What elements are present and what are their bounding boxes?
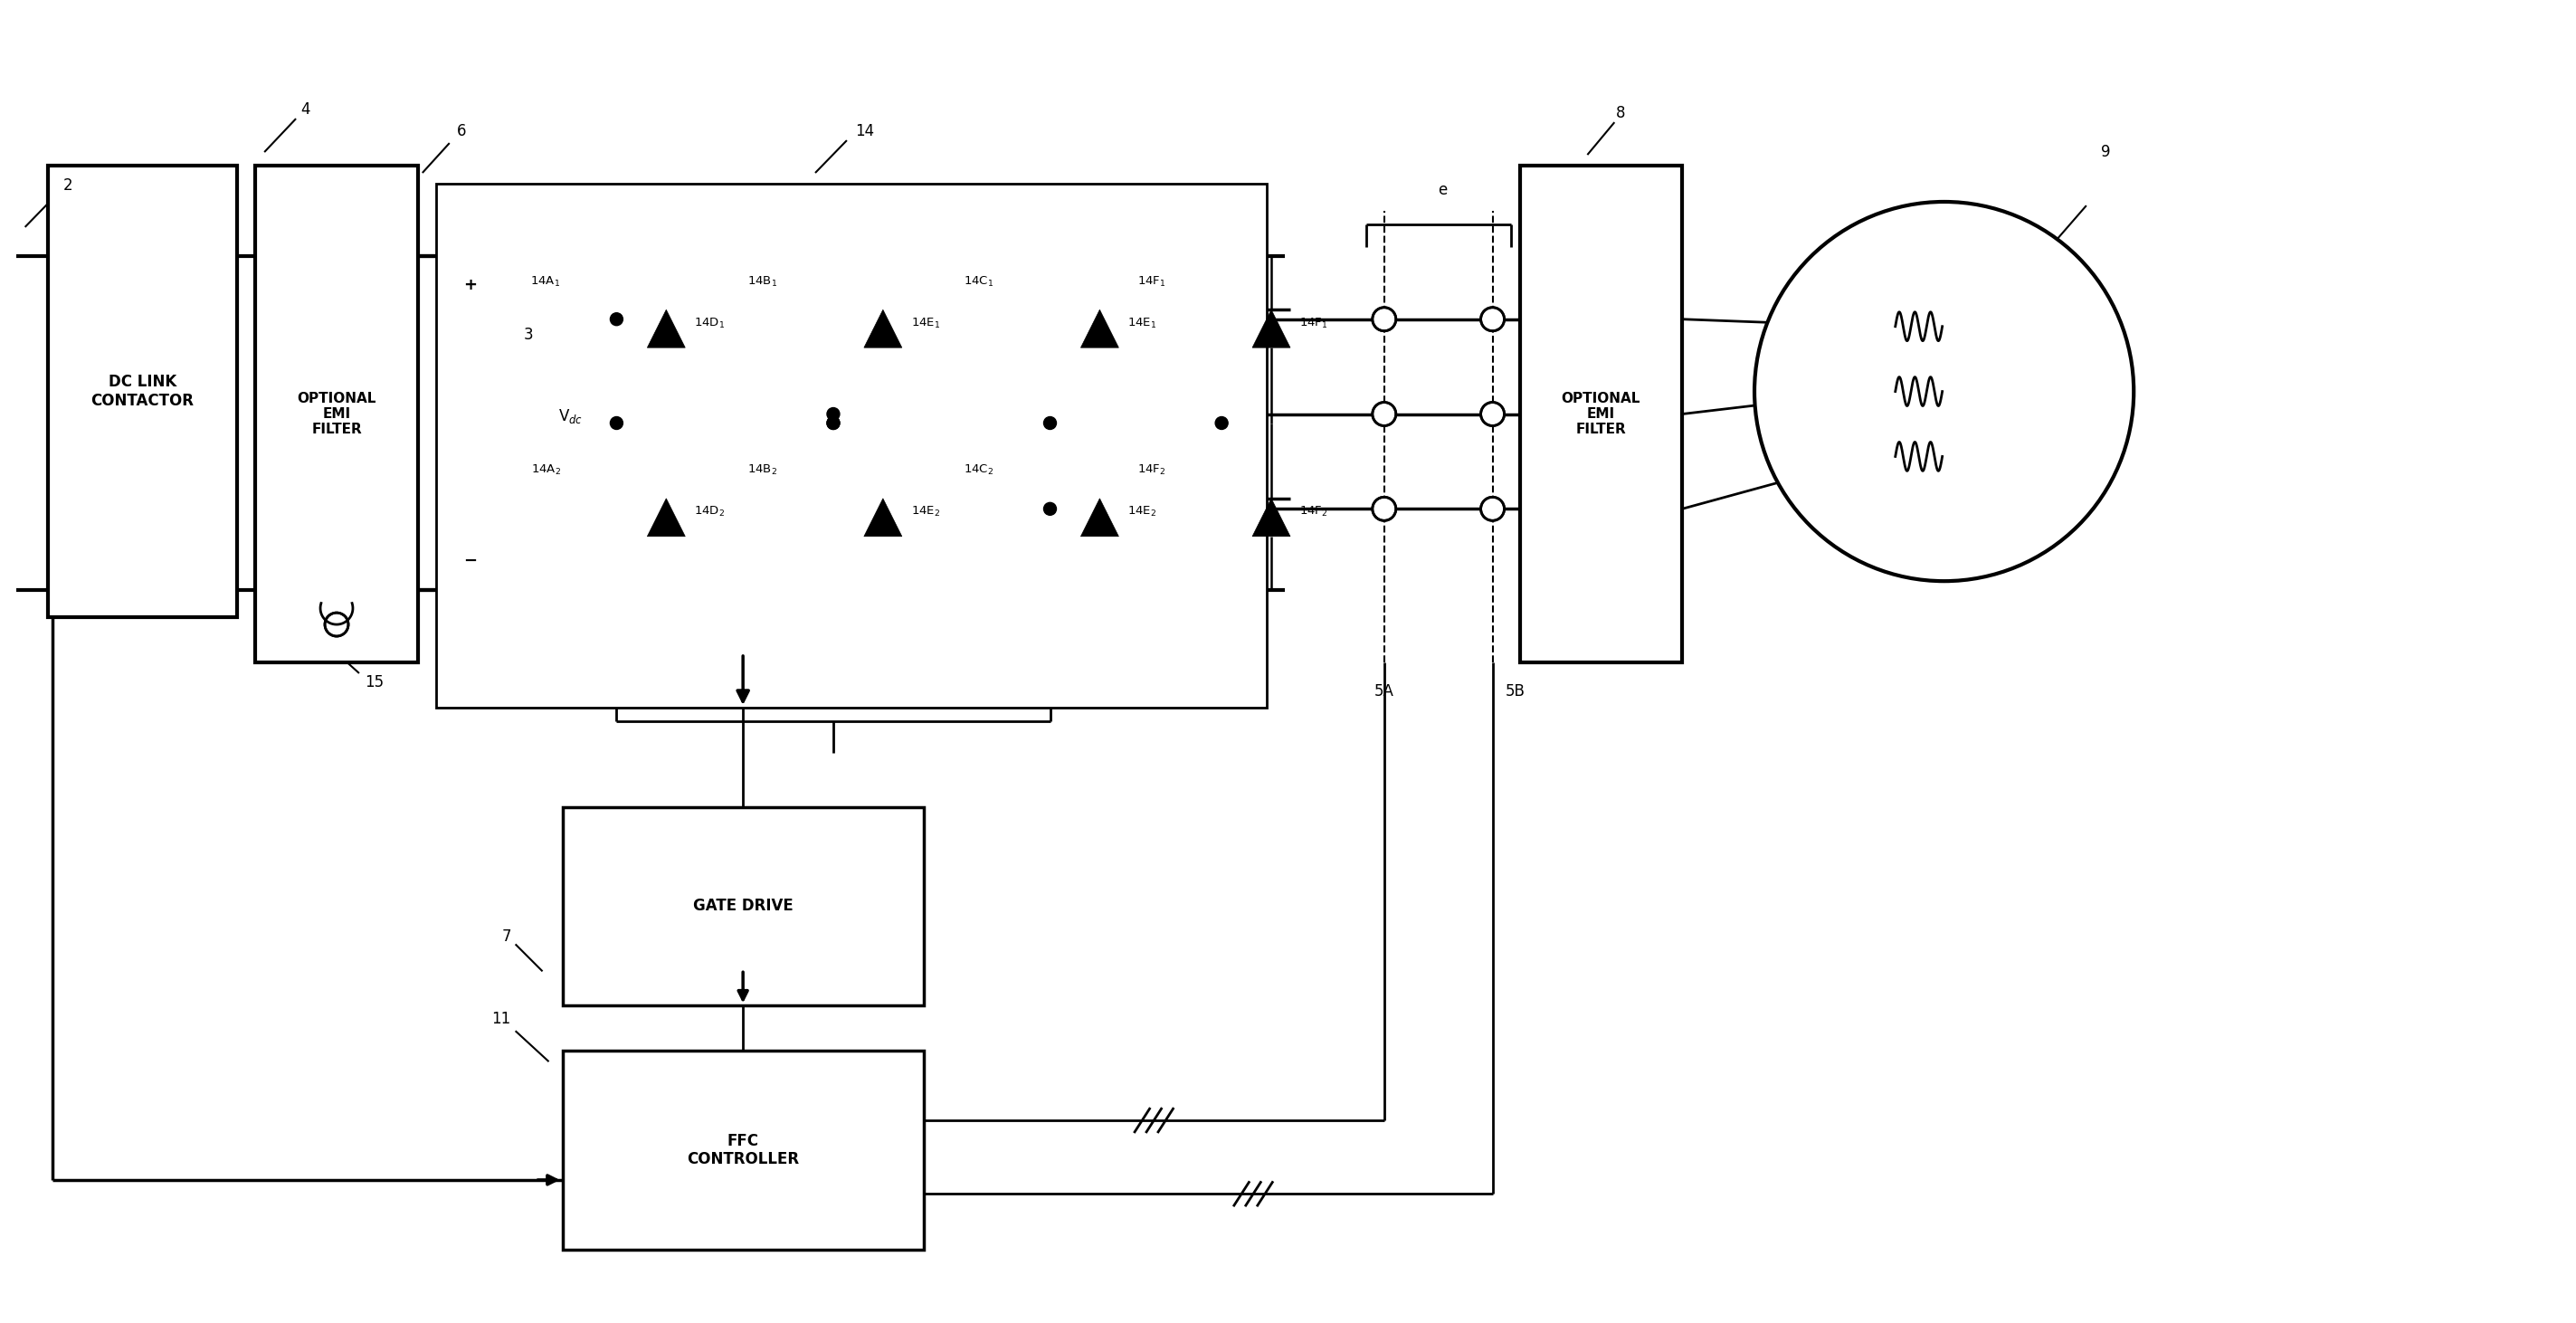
Text: DC LINK
CONTACTOR: DC LINK CONTACTOR — [90, 374, 193, 409]
Text: 14D$_1$: 14D$_1$ — [693, 316, 726, 329]
Circle shape — [1216, 417, 1229, 430]
Polygon shape — [863, 310, 902, 348]
Text: 11: 11 — [492, 1011, 510, 1028]
Text: GATE DRIVE: GATE DRIVE — [693, 898, 793, 914]
Text: 14A$_2$: 14A$_2$ — [531, 463, 562, 478]
Circle shape — [1373, 402, 1396, 426]
Text: 14E$_1$: 14E$_1$ — [912, 316, 940, 329]
Polygon shape — [863, 499, 902, 536]
Text: 14F$_1$: 14F$_1$ — [1298, 316, 1327, 329]
Text: 14F$_1$: 14F$_1$ — [1136, 275, 1164, 288]
Text: 8: 8 — [1615, 105, 1625, 122]
Circle shape — [1481, 497, 1504, 520]
Bar — [435, 184, 1267, 708]
Text: 2: 2 — [62, 177, 72, 193]
Text: OPTIONAL
EMI
FILTER: OPTIONAL EMI FILTER — [1561, 392, 1641, 437]
Text: +: + — [464, 277, 477, 292]
Circle shape — [1373, 497, 1396, 520]
Polygon shape — [1082, 310, 1118, 348]
Polygon shape — [1252, 499, 1291, 536]
Text: 14E$_2$: 14E$_2$ — [912, 505, 940, 519]
Text: 14: 14 — [855, 123, 873, 139]
Bar — [255, 165, 417, 663]
Text: 7: 7 — [502, 929, 510, 945]
Circle shape — [611, 312, 623, 325]
Circle shape — [827, 417, 840, 430]
Circle shape — [1481, 307, 1504, 331]
Text: 15: 15 — [366, 675, 384, 691]
Text: 5B: 5B — [1504, 683, 1525, 700]
Bar — [1520, 165, 1682, 663]
Circle shape — [325, 613, 348, 636]
Bar — [562, 1050, 925, 1249]
Text: 14F$_2$: 14F$_2$ — [1298, 505, 1327, 519]
Text: 14E$_2$: 14E$_2$ — [1128, 505, 1157, 519]
Text: 9: 9 — [2099, 144, 2110, 160]
Polygon shape — [647, 310, 685, 348]
Text: 14B$_1$: 14B$_1$ — [747, 275, 778, 288]
Bar — [46, 165, 237, 618]
Polygon shape — [1082, 499, 1118, 536]
Circle shape — [1373, 307, 1396, 331]
Text: 14C$_1$: 14C$_1$ — [963, 275, 994, 288]
Text: 14F$_2$: 14F$_2$ — [1136, 463, 1164, 478]
Text: 6: 6 — [456, 123, 466, 139]
Text: 14A$_1$: 14A$_1$ — [531, 275, 562, 288]
Text: OPTIONAL
EMI
FILTER: OPTIONAL EMI FILTER — [296, 392, 376, 437]
Bar — [562, 807, 925, 1005]
Polygon shape — [647, 499, 685, 536]
Text: FFC
CONTROLLER: FFC CONTROLLER — [688, 1132, 799, 1168]
Circle shape — [1043, 417, 1056, 430]
Circle shape — [1481, 402, 1504, 426]
Text: 5A: 5A — [1373, 683, 1394, 700]
Text: 3: 3 — [523, 327, 533, 343]
Circle shape — [1754, 202, 2133, 581]
Text: 14B$_2$: 14B$_2$ — [747, 463, 778, 478]
Text: V$_{dc}$: V$_{dc}$ — [559, 406, 582, 425]
Polygon shape — [1252, 310, 1291, 348]
Text: −: − — [464, 553, 477, 569]
Text: 14C$_2$: 14C$_2$ — [963, 463, 994, 478]
Circle shape — [827, 407, 840, 421]
Text: e: e — [1437, 181, 1448, 198]
Circle shape — [1043, 503, 1056, 515]
Text: 14D$_2$: 14D$_2$ — [693, 505, 724, 519]
Circle shape — [827, 417, 840, 430]
Text: 4: 4 — [301, 102, 309, 118]
Text: 14E$_1$: 14E$_1$ — [1128, 316, 1157, 329]
Circle shape — [611, 417, 623, 430]
